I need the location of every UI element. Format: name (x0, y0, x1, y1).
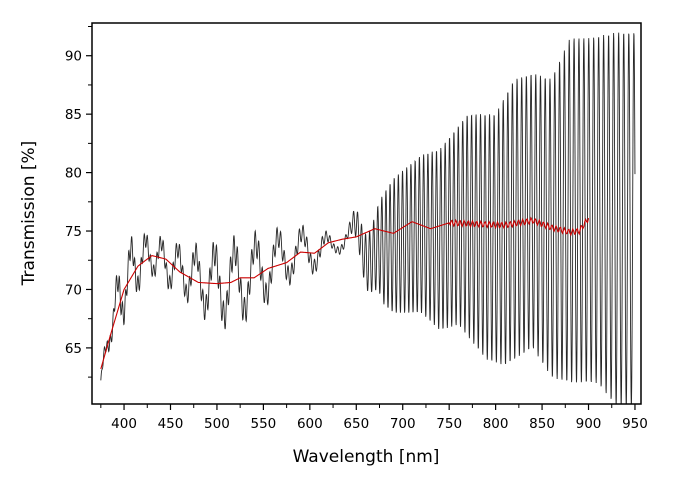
x-tick-label: 950 (622, 416, 648, 432)
x-tick-label: 400 (111, 416, 137, 432)
y-tick-label: 85 (65, 107, 82, 123)
y-tick-label: 90 (65, 49, 82, 65)
plot-frame (91, 22, 642, 405)
x-tick-label: 550 (250, 416, 276, 432)
x-tick-label: 800 (483, 416, 509, 432)
x-tick-label: 850 (529, 416, 555, 432)
x-tick-label: 650 (343, 416, 369, 432)
x-tick-label: 900 (576, 416, 602, 432)
y-tick-label: 65 (65, 341, 82, 357)
y-tick-label: 75 (65, 224, 82, 240)
y-tick-label: 70 (65, 282, 82, 298)
measured-transmission-line (100, 32, 636, 404)
series-layer (100, 32, 636, 404)
x-tick-label: 500 (204, 416, 230, 432)
x-tick-label: 450 (158, 416, 184, 432)
axis-ticks: 400 450 500 550 600 650 700 750 800 850 900 950 65 70… (65, 26, 648, 432)
smoothed-transmission-line (100, 216, 590, 370)
x-tick-label: 600 (297, 416, 323, 432)
x-tick-label: 700 (390, 416, 416, 432)
y-tick-label: 80 (65, 166, 82, 182)
x-axis-label: Wavelength [nm] (293, 447, 440, 467)
y-axis-label: Transmission [%] (19, 141, 39, 287)
x-tick-label: 750 (436, 416, 462, 432)
